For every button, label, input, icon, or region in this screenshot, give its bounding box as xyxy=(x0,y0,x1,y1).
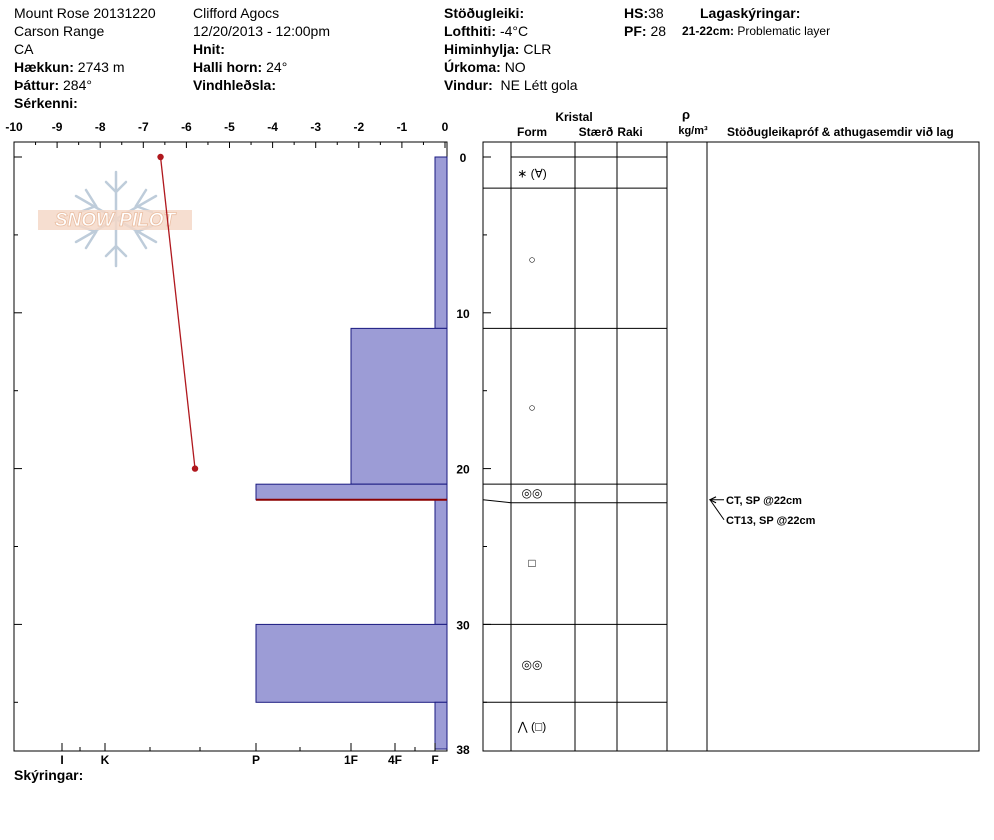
grain-form-symbol: ◎◎ xyxy=(522,657,543,671)
elevation: Hækkun: 2743 m xyxy=(14,59,125,75)
precipitation: Úrkoma: NO xyxy=(444,59,526,75)
grain-form-symbol: ◎◎ xyxy=(522,486,543,500)
penetration-foot: PF: 28 xyxy=(624,23,667,39)
grain-form-symbol: ○ xyxy=(528,400,535,414)
temperature-line xyxy=(159,156,196,469)
logo-text: SNOW PILOT xyxy=(55,210,177,231)
state-name: CA xyxy=(14,41,34,57)
features: Sérkenni: xyxy=(14,95,78,111)
hardness-layer xyxy=(434,701,448,750)
density-symbol: ρ xyxy=(682,107,690,122)
site-name: Mount Rose 20131220 xyxy=(14,5,156,21)
slope-angle: Halli horn: 24° xyxy=(193,59,288,75)
temperature-tick-label: -6 xyxy=(181,120,192,134)
depth-tick-label: 0 xyxy=(460,151,467,165)
hardness-tick-label: K xyxy=(101,753,110,767)
depth-tick-label: 20 xyxy=(456,463,470,477)
hardness-tick-label: 4F xyxy=(388,753,402,767)
snow-depth: HS:38 xyxy=(624,5,664,21)
wind-loading: Vindhleðsla: xyxy=(193,77,276,93)
grain-column-header: Stærð xyxy=(579,125,614,139)
temperature-tick-label: -9 xyxy=(52,120,63,134)
temperature-point xyxy=(191,465,199,472)
comments-header: Stöðugleikapróf & athugasemdir við lag xyxy=(727,125,954,139)
depth-tick-label: 38 xyxy=(456,743,470,757)
stability-test-label: CT, SP @22cm xyxy=(726,495,802,507)
hardness-tick-label: I xyxy=(60,753,63,767)
layer-notes-label: Lagaskýringar: xyxy=(700,5,801,21)
grain-column-header: Raki xyxy=(617,125,642,139)
datetime: 12/20/2013 - 12:00pm xyxy=(193,23,330,39)
aspect: Þáttur: 284° xyxy=(14,77,92,93)
observer: Clifford Agocs xyxy=(193,5,280,21)
hardness-tick-label: 1F xyxy=(344,753,358,767)
air-temperature: Lofthiti: -4°C xyxy=(444,23,529,39)
stability-test-label: CT13, SP @22cm xyxy=(726,515,816,527)
depth-tick-label: 30 xyxy=(456,618,470,632)
temperature-point xyxy=(157,153,164,161)
hardness-layer xyxy=(434,499,448,625)
temperature-tick-label: -1 xyxy=(397,120,408,134)
wind: Vindur: NE Létt gola xyxy=(444,77,578,93)
grain-table-frame xyxy=(482,141,980,752)
comments-label: Skýringar: xyxy=(14,767,84,783)
temperature-tick-label: -5 xyxy=(224,120,235,134)
temperature-tick-label: -10 xyxy=(5,120,23,134)
hardness-tick-label: P xyxy=(252,753,260,767)
layer-note: 21-22cm: Problematic layer xyxy=(682,24,831,38)
temperature-tick-label: -2 xyxy=(353,120,364,134)
range-name: Carson Range xyxy=(14,23,105,39)
hardness-tick-label: F xyxy=(431,753,438,767)
hardness-layer xyxy=(434,156,448,329)
grain-form-symbol: ∗ (∀) xyxy=(517,167,547,181)
grain-form-symbol: ○ xyxy=(528,252,535,266)
depth-tick-label: 10 xyxy=(456,307,470,321)
temperature-tick-label: -3 xyxy=(310,120,321,134)
stability: Stöðugleiki: xyxy=(444,5,525,21)
grain-form-symbol: ⋀ (□) xyxy=(517,720,546,734)
sky-cover: Himinhylja: CLR xyxy=(444,41,552,57)
hardness-layer xyxy=(255,623,448,703)
coordinates: Hnit: xyxy=(193,41,225,57)
grain-form-symbol: □ xyxy=(528,556,535,570)
temperature-tick-label: 0 xyxy=(442,120,449,134)
grain-column-header: Form xyxy=(517,125,547,139)
temperature-tick-label: -4 xyxy=(267,120,278,134)
temperature-tick-label: -8 xyxy=(95,120,106,134)
snowpilot-logo: SNOW PILOT xyxy=(38,170,192,268)
hardness-layer xyxy=(350,327,448,485)
layer-boundary-connector xyxy=(482,499,512,504)
stability-test-arrowhead xyxy=(708,496,717,504)
temperature-tick-label: -7 xyxy=(138,120,149,134)
grain-group-header: Kristal xyxy=(555,110,592,124)
density-unit: kg/m³ xyxy=(678,125,708,137)
hardness-layer xyxy=(255,483,448,501)
stability-test-arrow xyxy=(709,499,725,521)
